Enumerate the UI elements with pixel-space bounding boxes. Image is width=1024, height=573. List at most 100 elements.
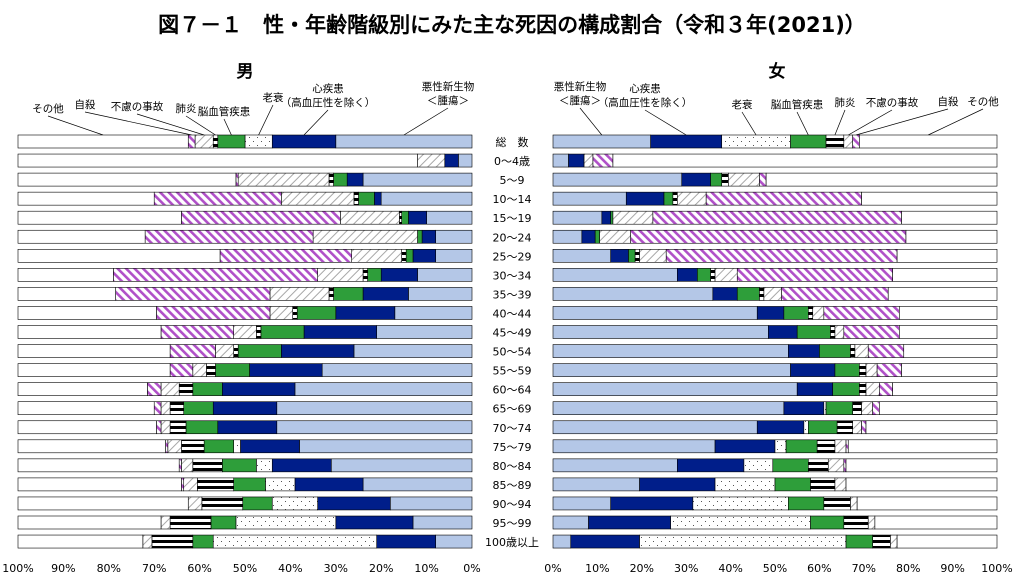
panel-title-female: 女 — [769, 61, 786, 82]
bar-segment-female-12-不慮の事故 — [865, 363, 878, 377]
bar-segment-male-17-心疾患 — [271, 458, 332, 473]
bar-segment-female-4-心疾患 — [601, 210, 612, 225]
bar-segment-male-15-その他 — [17, 420, 157, 435]
bar-segment-female-15-心疾患 — [756, 420, 805, 435]
bar-segment-female-10-脳血管疾患 — [796, 325, 831, 339]
bar-segment-female-12-悪性新生物 — [552, 363, 791, 377]
bar-segment-male-17-老衰 — [256, 458, 273, 473]
bar-segment-female-19-その他 — [856, 496, 998, 511]
x-tick-label-male-40: 40% — [278, 562, 302, 573]
bar-segment-male-0-悪性新生物 — [335, 134, 473, 149]
bar-segment-male-11-心疾患 — [281, 344, 355, 358]
bar-segment-male-17-不慮の事故 — [181, 458, 194, 473]
bar-segment-male-13-不慮の事故 — [160, 382, 180, 396]
x-tick-label-male-100: 100% — [2, 562, 33, 573]
bar-segment-female-10-肺炎 — [830, 325, 836, 339]
bar-segment-female-8-その他 — [887, 287, 998, 301]
bar-segment-male-21-脳血管疾患 — [192, 534, 214, 549]
bar-segment-female-21-肺炎 — [872, 534, 891, 549]
bar-segment-female-15-老衰 — [803, 420, 809, 435]
bar-segment-male-20-脳血管疾患 — [210, 515, 237, 530]
legend-layer: その他 自殺 不慮の事故 肺炎 脳血管疾患老衰心疾患（高血圧性を除く）悪性新生物＜腫瘍＞… — [32, 80, 999, 136]
bar-segment-male-3-その他 — [17, 191, 155, 206]
bar-segment-female-7-その他 — [892, 268, 998, 282]
bar-segment-male-5-心疾患 — [421, 229, 436, 244]
bar-segment-male-2-脳血管疾患 — [333, 172, 348, 187]
legend-leader-male-6 — [303, 109, 329, 136]
bar-segment-female-20-肺炎 — [843, 515, 869, 530]
legend-leader-male-5 — [258, 104, 274, 136]
bar-segment-male-4-脳血管疾患 — [401, 210, 409, 225]
bar-segment-female-0-不慮の事故 — [843, 134, 854, 149]
bar-segment-male-17-自殺 — [178, 458, 182, 473]
bar-segment-female-5-心疾患 — [581, 229, 596, 244]
bar-segment-female-3-不慮の事故 — [677, 191, 707, 206]
bar-segment-female-9-肺炎 — [807, 306, 814, 320]
category-label-18: 85～89 — [493, 479, 532, 492]
bar-segment-male-5-悪性新生物 — [435, 229, 473, 244]
bar-segment-male-0-自殺 — [187, 134, 196, 149]
bar-segment-female-18-肺炎 — [810, 477, 836, 492]
bar-segment-male-13-自殺 — [147, 382, 162, 396]
bar-segment-female-19-不慮の事故 — [850, 496, 858, 511]
bar-segment-male-20-その他 — [17, 515, 162, 530]
bar-segment-male-14-肺炎 — [169, 401, 185, 416]
legend-leader-male-2 — [136, 113, 205, 136]
legend-leader-female-1 — [644, 109, 687, 136]
bar-segment-female-9-悪性新生物 — [552, 306, 758, 320]
bar-segment-male-7-心疾患 — [380, 268, 418, 282]
bar-segment-female-2-その他 — [765, 172, 998, 187]
x-tick-label-male-50: 50% — [233, 562, 257, 573]
bar-segment-female-14-不慮の事故 — [861, 401, 873, 416]
category-label-12: 55～59 — [493, 365, 532, 378]
bar-segment-male-18-自殺 — [181, 477, 185, 492]
bar-segment-male-19-その他 — [17, 496, 189, 511]
x-tick-label-female-90: 90% — [940, 562, 964, 573]
bar-segment-female-2-自殺 — [759, 172, 767, 187]
bar-segment-female-20-不慮の事故 — [867, 515, 876, 530]
legend-label-female-2: 老衰 — [732, 98, 753, 111]
legend-label-male-7-line2: ＜腫瘍＞ — [427, 94, 469, 107]
category-labels: 総 数 0～4歳 5～9 10～14 15～19 20～24 25～29 30～34 35～39… — [485, 135, 539, 549]
bar-segment-female-4-不慮の事故 — [612, 210, 654, 225]
bar-segment-female-9-不慮の事故 — [812, 306, 825, 320]
bar-segment-female-14-肺炎 — [852, 401, 862, 416]
bar-segment-male-16-悪性新生物 — [299, 439, 473, 454]
bar-segment-female-0-肺炎 — [825, 134, 845, 149]
bar-segment-male-4-自殺 — [181, 210, 341, 225]
bar-segment-female-7-悪性新生物 — [552, 268, 678, 282]
bar-segment-male-0-老衰 — [244, 134, 273, 149]
bar-segment-female-11-肺炎 — [850, 344, 856, 358]
bar-segment-male-18-老衰 — [265, 477, 296, 492]
bar-segment-male-6-心疾患 — [412, 249, 436, 263]
bar-segment-female-21-不慮の事故 — [890, 534, 898, 549]
bar-segment-female-18-老衰 — [714, 477, 776, 492]
bar-segment-male-13-心疾患 — [222, 382, 296, 396]
bar-segment-male-18-その他 — [17, 477, 182, 492]
bar-segment-female-12-心疾患 — [790, 363, 836, 377]
bar-segment-male-11-不慮の事故 — [215, 344, 234, 358]
bar-segment-female-7-自殺 — [736, 268, 893, 282]
x-tick-label-female-50: 50% — [763, 562, 787, 573]
bar-segment-female-13-心疾患 — [796, 382, 834, 396]
bar-segment-male-7-肺炎 — [362, 268, 368, 282]
bar-segment-female-1-不慮の事故 — [583, 153, 594, 168]
bar-segment-male-3-心疾患 — [374, 191, 382, 206]
bar-segment-female-13-肺炎 — [859, 382, 867, 396]
bar-segment-male-3-不慮の事故 — [281, 191, 355, 206]
legend-leader-male-4 — [223, 118, 232, 136]
category-label-8: 35～39 — [493, 288, 532, 301]
bar-segment-female-8-悪性新生物 — [552, 287, 714, 301]
x-tick-label-male-90: 90% — [51, 562, 75, 573]
bar-segment-male-7-悪性新生物 — [417, 268, 473, 282]
bar-segment-male-9-心疾患 — [335, 306, 396, 320]
bar-segment-female-0-心疾患 — [650, 134, 723, 149]
bar-segment-male-15-不慮の事故 — [160, 420, 171, 435]
bar-segment-male-1-不慮の事故 — [417, 153, 446, 168]
bar-segment-female-9-その他 — [899, 306, 998, 320]
x-tick-label-female-70: 70% — [852, 562, 876, 573]
category-label-16: 75～79 — [493, 441, 532, 454]
bar-segment-male-5-脳血管疾患 — [417, 229, 423, 244]
category-label-9: 40～44 — [493, 308, 532, 321]
bar-segment-female-18-悪性新生物 — [552, 477, 640, 492]
